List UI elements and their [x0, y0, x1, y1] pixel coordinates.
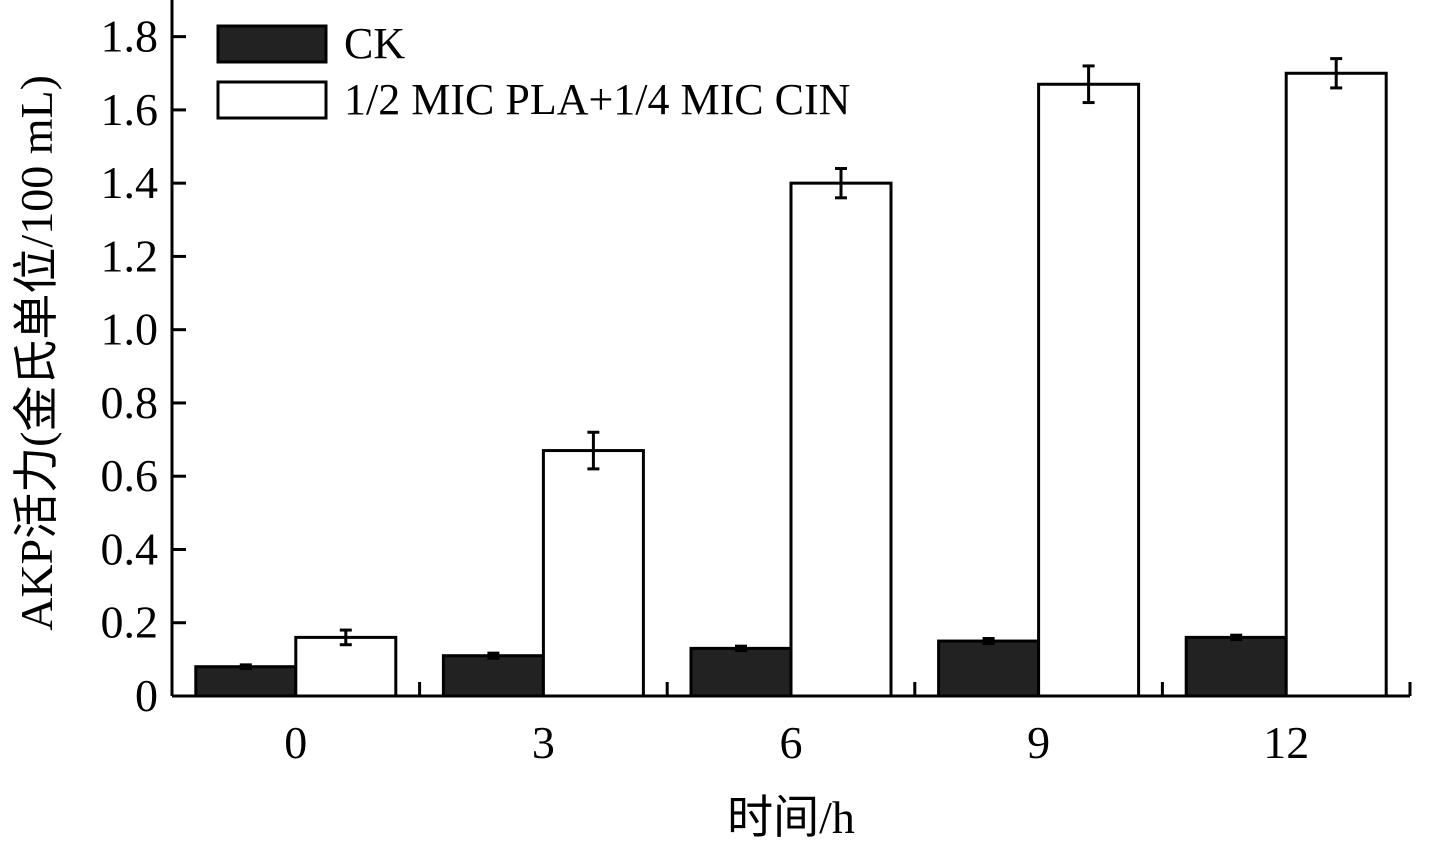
- bar-ck: [937, 639, 1041, 698]
- y-tick-label: 0.4: [101, 523, 159, 574]
- y-tick-label: 0.6: [101, 450, 159, 501]
- x-tick-label: 12: [1263, 717, 1309, 768]
- y-tick-label: 1.6: [101, 84, 159, 135]
- y-tick-label: 0.8: [101, 377, 159, 428]
- y-tick-label: 1.8: [101, 11, 159, 62]
- y-tick-label: 0.2: [101, 597, 159, 648]
- bar-treatment: [1284, 71, 1388, 698]
- x-tick-label: 0: [284, 717, 307, 768]
- bar-ck: [194, 665, 298, 698]
- y-axis-title: AKP活力(金氏单位/100 mL): [11, 75, 62, 631]
- x-tick-label: 9: [1027, 717, 1050, 768]
- bar-treatment: [789, 181, 893, 698]
- y-tick-label: 0: [135, 670, 158, 721]
- bar-ck: [441, 654, 545, 698]
- bar-ck: [1184, 635, 1288, 698]
- x-tick-label: 6: [780, 717, 803, 768]
- legend-label: 1/2 MIC PLA+1/4 MIC CIN: [344, 75, 850, 124]
- legend-swatch: [216, 24, 328, 64]
- legend-label: CK: [344, 19, 405, 68]
- bar-treatment: [294, 635, 398, 698]
- x-axis-title: 时间/h: [727, 792, 855, 841]
- x-tick-label: 3: [532, 717, 555, 768]
- bar-ck: [689, 646, 793, 698]
- legend-swatch: [216, 80, 328, 120]
- y-tick-label: 1.4: [101, 157, 159, 208]
- bar-treatment: [1037, 82, 1141, 698]
- y-tick-label: 1.2: [101, 230, 159, 281]
- y-tick-label: 1.0: [101, 304, 159, 355]
- bar-treatment: [541, 449, 645, 698]
